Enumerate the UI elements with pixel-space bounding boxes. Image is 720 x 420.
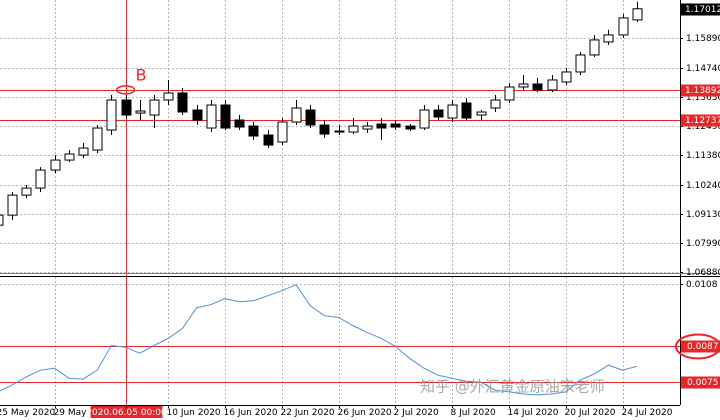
x-tick-label: 10 Jun 2020 [167, 408, 221, 418]
candle-body [64, 153, 75, 161]
candle-body [390, 123, 401, 128]
price-tag [681, 3, 720, 16]
x-tick-label: 22 Jun 2020 [281, 408, 335, 418]
level-label: 0.0075 [687, 378, 719, 388]
y-tick-label: 1.09130 [686, 210, 720, 220]
x-tick-label: 20 Jul 2020 [565, 408, 616, 418]
indicator-line [0, 284, 637, 396]
x-tick-label: 24 Jul 2020 [622, 408, 673, 418]
candle-body [291, 107, 302, 123]
candle-body [220, 104, 231, 129]
candle-body [334, 130, 345, 133]
candle-body [575, 54, 586, 73]
candle-body [92, 127, 103, 151]
x-tick-label: 16 Jun 2020 [224, 408, 278, 418]
y-tick-label: 1.12490 [686, 122, 720, 132]
level-label: 1.13892 [685, 86, 720, 96]
candle-body [532, 83, 543, 91]
price-label: 1.17012 [685, 5, 720, 15]
candle-body [121, 99, 132, 116]
candle-body [163, 92, 174, 101]
y-tick-label: 1.13630 [686, 93, 720, 103]
candle-body [547, 79, 558, 91]
candle-body [0, 214, 4, 226]
candle-body [234, 119, 245, 128]
y-tick-label: 1.06880 [686, 268, 720, 278]
annotation-label: B [136, 65, 147, 84]
x-tick-label: 29 May 2020 [54, 408, 113, 418]
x-tick-label: 2 Jul 2020 [394, 408, 439, 418]
candle-body [78, 147, 89, 156]
candle-body [518, 83, 529, 88]
candle-body [405, 125, 416, 130]
level-label: 1.12737 [685, 116, 720, 126]
candle-body [447, 104, 458, 119]
x-tick-label: 2020.06.05 00:00 [86, 408, 167, 418]
candle-body [135, 110, 146, 114]
candle-body [305, 109, 316, 126]
candle-body [476, 111, 487, 116]
annotation-circle [675, 333, 720, 360]
candle-body [618, 17, 629, 36]
candle-body [461, 102, 472, 119]
y-tick-label: 1.14740 [686, 64, 720, 74]
candle-body [504, 86, 515, 101]
y-tick-label: 0.0108 [686, 280, 718, 290]
candle-body [192, 109, 203, 121]
x-tick-label: 26 Jun 2020 [338, 408, 392, 418]
watermark: 知乎 @外汇黄金原油宋老师 [420, 378, 605, 396]
x-tick-label: 8 Jul 2020 [451, 408, 496, 418]
candle-body [490, 99, 501, 109]
annotation-circle [115, 85, 136, 95]
candle-body [35, 169, 46, 189]
candle-body [603, 34, 614, 43]
candle-body [21, 187, 32, 196]
y-tick-label: 1.11380 [686, 151, 720, 161]
x-tick-label: 25 May 2020 [0, 408, 55, 418]
level-label: 0.0087 [687, 342, 719, 352]
candle-body [263, 134, 274, 146]
y-tick-label: 1.07990 [686, 239, 720, 249]
y-tick-label: 1.10240 [686, 181, 720, 191]
candle-body [589, 39, 600, 56]
candle-body [7, 194, 18, 216]
candle-body [362, 125, 373, 130]
candle-body [277, 121, 288, 143]
candle-body [348, 125, 359, 133]
candle-body [248, 125, 259, 137]
x-tick-label: 14 Jul 2020 [508, 408, 559, 418]
candle-body [433, 109, 444, 118]
level-tag [681, 114, 720, 127]
highlight-label-bg [90, 406, 163, 418]
level-tag [681, 376, 720, 389]
level-tag [681, 84, 720, 97]
candle-body [419, 109, 430, 129]
candle-body [177, 92, 188, 113]
candle-body [561, 71, 572, 83]
level-tag [681, 340, 720, 353]
candle-body [149, 99, 160, 116]
candle-body [206, 104, 217, 129]
candle-body [376, 123, 387, 129]
candle-body [319, 124, 330, 135]
candle-body [50, 159, 61, 171]
candle-body [106, 99, 117, 131]
candle-body [632, 8, 643, 21]
y-tick-label: 1.15890 [686, 34, 720, 44]
